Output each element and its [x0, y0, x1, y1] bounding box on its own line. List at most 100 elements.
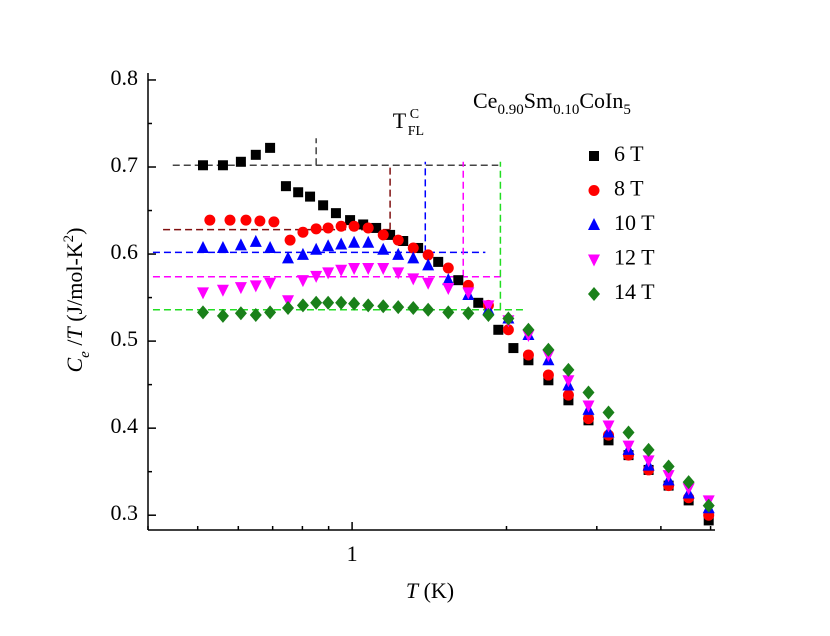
data-point	[462, 306, 475, 321]
data-point	[422, 249, 434, 261]
data-point	[196, 287, 209, 300]
data-point	[582, 400, 595, 413]
data-point	[502, 311, 515, 326]
title-part: 5	[623, 102, 631, 118]
data-point	[345, 215, 356, 226]
data-point	[377, 299, 390, 314]
data-point	[348, 235, 361, 248]
data-point	[234, 306, 247, 321]
data-point	[562, 389, 574, 401]
data-point	[622, 440, 635, 453]
data-point	[407, 251, 420, 264]
data-point	[582, 385, 595, 400]
legend-marker	[588, 218, 600, 230]
data-point	[442, 273, 455, 286]
data-point	[482, 307, 495, 322]
data-point	[473, 297, 484, 308]
data-point	[392, 300, 405, 315]
data-point	[265, 142, 276, 153]
data-point	[682, 483, 695, 496]
annotation-text: FL	[408, 124, 424, 139]
annotation: T C FL	[393, 107, 424, 139]
legend-marker	[589, 151, 599, 161]
data-point	[310, 270, 323, 283]
data-point	[377, 242, 390, 255]
data-point	[602, 420, 615, 433]
data-point	[249, 234, 262, 247]
data-point	[482, 300, 495, 313]
data-point	[305, 191, 316, 202]
label-part: e	[77, 351, 93, 358]
title-part: CoIn	[579, 88, 623, 113]
data-point	[335, 295, 348, 310]
title-part: Ce	[473, 88, 497, 113]
y-tick-label: 0.3	[111, 500, 139, 525]
data-point	[348, 296, 361, 311]
data-point	[392, 234, 404, 246]
data-point	[508, 343, 519, 354]
data-point	[249, 280, 262, 293]
data-point	[296, 247, 309, 260]
data-point	[542, 369, 554, 381]
data-point	[453, 275, 464, 286]
data-point	[348, 220, 360, 232]
data-point	[224, 214, 236, 226]
data-point	[318, 200, 329, 211]
data-point	[217, 160, 228, 171]
data-point	[335, 264, 348, 277]
data-point	[407, 242, 419, 254]
data-point	[371, 222, 382, 233]
data-point	[330, 208, 341, 219]
data-point	[322, 222, 334, 234]
data-point	[234, 238, 247, 251]
data-point	[702, 498, 715, 513]
data-point	[442, 262, 454, 274]
title-part: 0.90	[497, 102, 523, 118]
data-point	[335, 220, 347, 232]
data-point	[362, 235, 375, 248]
data-point	[284, 234, 296, 246]
data-point	[310, 242, 323, 255]
data-point	[282, 251, 295, 264]
data-point	[249, 307, 262, 322]
y-tick-label: 0.6	[111, 239, 139, 264]
data-point	[322, 267, 335, 280]
y-tick-label: 0.4	[111, 413, 139, 438]
data-point	[442, 305, 455, 320]
label-part: T	[406, 578, 420, 603]
data-point	[268, 216, 280, 228]
data-point	[662, 459, 675, 474]
data-point	[522, 349, 534, 361]
data-point	[216, 308, 229, 323]
data-point	[282, 301, 295, 316]
data-point	[264, 240, 277, 253]
legend-marker	[588, 287, 600, 301]
label-part: /	[62, 339, 87, 352]
annotation-text: T	[393, 108, 407, 133]
data-point	[196, 305, 209, 320]
x-axis-label: T (K)	[406, 578, 454, 603]
data-point	[642, 442, 655, 457]
data-point	[293, 187, 304, 198]
data-point	[216, 284, 229, 297]
data-point	[422, 302, 435, 317]
data-point	[542, 342, 555, 357]
data-point	[462, 287, 475, 300]
data-point	[493, 324, 504, 335]
data-point	[280, 181, 291, 192]
data-point	[196, 240, 209, 253]
data-point	[310, 295, 323, 310]
data-point	[433, 256, 444, 267]
data-point	[310, 223, 322, 235]
data-point	[392, 267, 405, 280]
data-point	[682, 475, 695, 490]
label-part: (K)	[418, 578, 454, 603]
label-part: (J/mol-K	[62, 242, 87, 327]
label-part: 2	[61, 235, 77, 243]
title-part: Sm	[524, 88, 553, 113]
data-point	[264, 305, 277, 320]
legend-label: 10 T	[614, 210, 655, 235]
data-point	[216, 240, 229, 253]
label-part: C	[62, 358, 87, 373]
